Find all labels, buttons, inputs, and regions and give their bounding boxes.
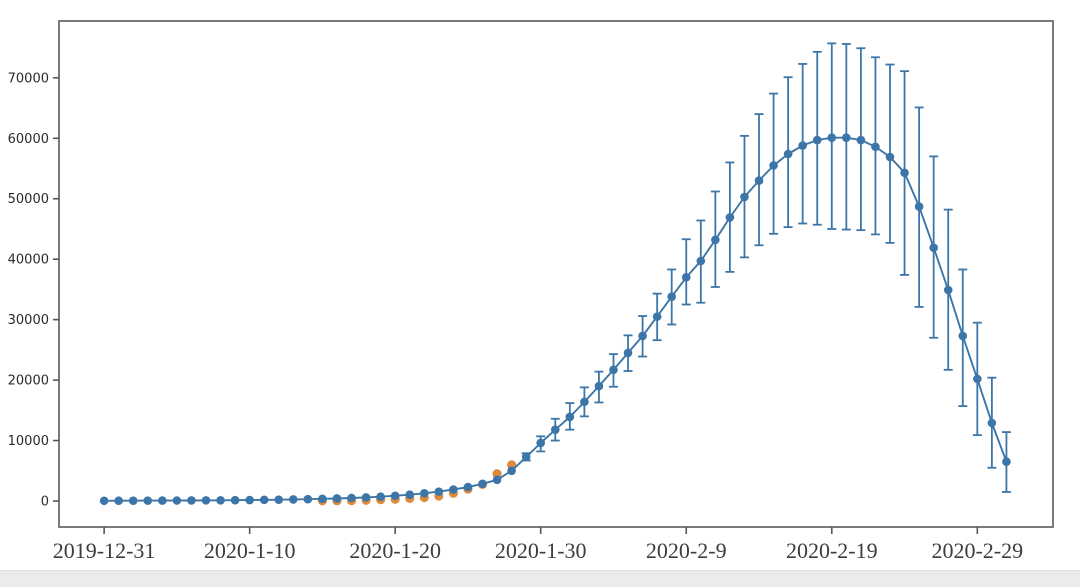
y-tick-label: 60000 <box>8 132 49 147</box>
prediction-data-point <box>274 495 284 504</box>
prediction-data-point <box>885 152 895 162</box>
prediction-data-point <box>419 489 429 498</box>
y-tick-label: 0 <box>41 495 49 510</box>
prediction-data-point <box>973 374 982 384</box>
prediction-data-point <box>521 452 531 462</box>
prediction-data-point <box>536 438 546 448</box>
prediction-data-point <box>507 466 516 476</box>
prediction-data-point <box>550 425 560 434</box>
prediction-data-point <box>1002 457 1011 467</box>
prediction-data-point <box>565 412 575 422</box>
prediction-data-point <box>187 496 196 505</box>
prediction-data-point <box>652 312 662 321</box>
x-tick-label: 2020-2-9 <box>646 538 727 563</box>
x-tick-label: 2020-2-19 <box>786 538 878 563</box>
prediction-data-point <box>347 493 356 503</box>
prediction-data-point <box>492 475 502 485</box>
y-tick-label: 10000 <box>8 434 49 449</box>
prediction-data-point <box>216 495 225 505</box>
prediction-data-point <box>638 331 647 341</box>
prediction-data-point <box>332 494 342 503</box>
prediction-data-point <box>128 496 138 506</box>
prediction-data-point <box>929 243 938 253</box>
prediction-data-point <box>711 235 720 245</box>
prediction-data-point <box>623 348 633 358</box>
prediction-data-point <box>318 494 327 504</box>
x-tick-label: 2019-12-31 <box>53 538 156 563</box>
prediction-data-point <box>725 213 735 222</box>
y-tick-label: 30000 <box>8 313 49 328</box>
prediction-data-point <box>667 292 676 301</box>
prediction-data-point <box>754 176 764 185</box>
prediction-data-point <box>158 496 167 505</box>
prediction-data-point <box>449 485 458 494</box>
prediction-data-point <box>812 135 822 145</box>
x-tick-label: 2020-1-30 <box>495 538 587 563</box>
prediction-data-point <box>609 365 618 375</box>
bottom-page-strip <box>0 570 1080 587</box>
prediction-data-point <box>900 168 909 178</box>
prediction-data-point <box>230 495 240 505</box>
prediction-data-point <box>783 149 793 159</box>
y-tick-label: 70000 <box>8 71 49 86</box>
x-tick-label: 2020-1-20 <box>349 538 441 563</box>
prediction-data-point <box>842 133 851 142</box>
y-tick-label: 50000 <box>8 192 49 207</box>
prediction-data-point <box>958 331 968 341</box>
prediction-data-point <box>580 397 589 407</box>
x-tick-label: 2020-2-29 <box>931 538 1023 563</box>
prediction-data-point <box>871 142 880 152</box>
prediction-data-point <box>434 487 444 496</box>
plot-frame <box>58 20 1054 528</box>
prediction-data-point <box>361 493 371 502</box>
prediction-data-point <box>798 141 807 150</box>
prediction-data-point <box>827 133 837 142</box>
y-tick-label: 40000 <box>8 253 49 268</box>
prediction-data-point <box>856 135 866 145</box>
observed-data-point <box>492 469 502 479</box>
prediction-data-point <box>681 273 691 282</box>
y-tick-label: 20000 <box>8 374 49 389</box>
prediction-data-point <box>201 496 211 505</box>
prediction-data-point <box>696 256 706 266</box>
prediction-data-point <box>390 491 400 501</box>
prediction-data-point <box>114 496 123 506</box>
prediction-data-point <box>289 495 298 504</box>
x-tick-label: 2020-1-10 <box>204 538 296 563</box>
prediction-data-point <box>259 495 269 505</box>
prediction-data-point <box>463 482 473 492</box>
prediction-data-point <box>376 492 385 501</box>
prediction-data-point <box>987 418 997 428</box>
prediction-data-point <box>143 496 153 505</box>
prediction-data-point <box>99 496 109 506</box>
prediction-data-point <box>943 285 953 295</box>
prediction-line <box>104 136 1008 502</box>
prediction-data-point <box>914 202 924 211</box>
prediction-data-point <box>405 490 415 499</box>
prediction-data-point <box>245 495 254 505</box>
prediction-data-point <box>172 496 182 505</box>
prediction-data-point <box>478 479 487 489</box>
prediction-data-point <box>303 494 313 504</box>
prediction-data-point <box>740 192 749 202</box>
prediction-data-point <box>594 381 604 391</box>
prediction-data-point <box>769 161 778 170</box>
